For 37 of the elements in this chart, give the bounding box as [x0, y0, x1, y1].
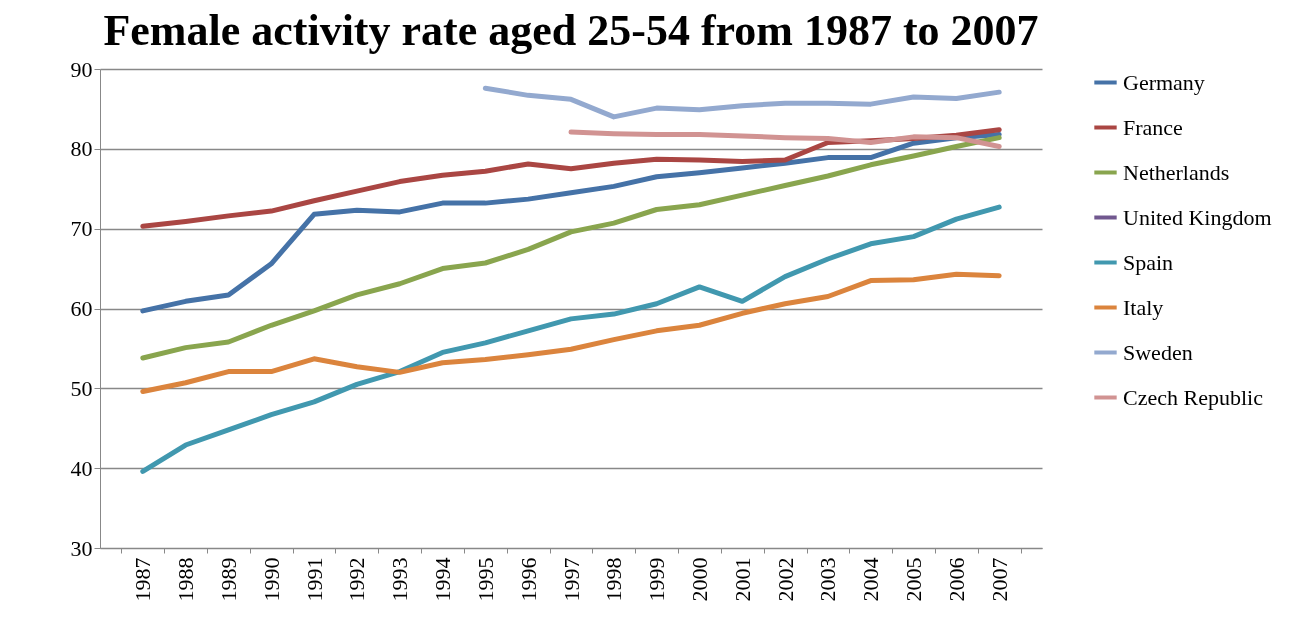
legend-label: France	[1123, 114, 1183, 140]
y-tick-label: 80	[70, 136, 93, 162]
x-tick-label: 1991	[301, 557, 327, 602]
x-tick-label: 1987	[130, 557, 156, 602]
x-tick-label: 1992	[344, 557, 370, 602]
x-tick-label: 1998	[601, 557, 627, 602]
x-tick-label: 2002	[772, 557, 798, 602]
x-tick-label: 2000	[686, 557, 712, 602]
x-tick-label: 1994	[430, 557, 456, 602]
x-tick-label: 2006	[943, 557, 969, 602]
legend-label: Italy	[1123, 294, 1164, 320]
x-tick-label: 2007	[986, 557, 1012, 602]
x-tick-label: 1989	[215, 557, 241, 602]
x-tick-label: 1997	[558, 557, 584, 602]
x-tick-label: 2004	[858, 557, 884, 602]
y-tick-label: 30	[70, 535, 93, 561]
legend-label: Netherlands	[1123, 159, 1230, 185]
legend-label: Germany	[1123, 69, 1205, 95]
x-tick-label: 1993	[387, 557, 413, 602]
x-tick-label: 1996	[515, 557, 541, 602]
x-tick-label: 1990	[258, 557, 284, 602]
y-tick-label: 70	[70, 216, 93, 242]
y-tick-label: 40	[70, 455, 93, 481]
legend-label: Spain	[1123, 249, 1174, 275]
y-tick-label: 50	[70, 375, 93, 401]
x-tick-label: 1999	[644, 557, 670, 602]
x-tick-label: 1988	[173, 557, 199, 602]
x-tick-label: 1995	[472, 557, 498, 602]
legend-label: United Kingdom	[1123, 204, 1272, 230]
y-tick-label: 60	[70, 296, 93, 321]
y-tick-label: 90	[70, 56, 93, 82]
legend-label: Sweden	[1123, 339, 1193, 365]
x-tick-label: 2005	[901, 557, 927, 602]
x-tick-label: 2003	[815, 557, 841, 602]
legend-label: Czech Republic	[1123, 384, 1264, 410]
chart-title: Female activity rate aged 25-54 from 1987 to 2007	[103, 6, 1039, 55]
x-tick-label: 2001	[729, 557, 755, 602]
